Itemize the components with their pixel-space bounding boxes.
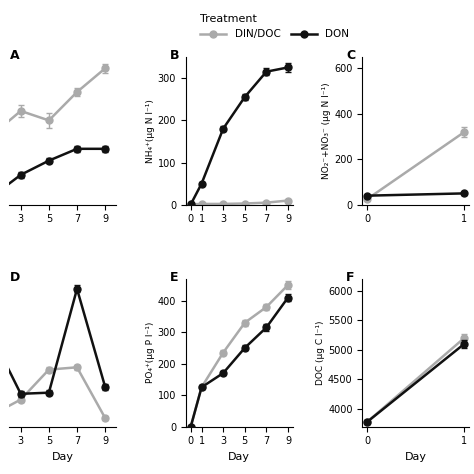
X-axis label: Day: Day xyxy=(52,452,74,462)
X-axis label: Day: Day xyxy=(228,452,250,462)
Text: A: A xyxy=(9,49,19,63)
Y-axis label: PO₄⁺(μg P l⁻¹): PO₄⁺(μg P l⁻¹) xyxy=(146,322,155,383)
Text: F: F xyxy=(346,271,355,284)
Text: D: D xyxy=(9,271,20,284)
X-axis label: Day: Day xyxy=(405,452,427,462)
Y-axis label: NO₂⁻+NO₃⁻ (μg N l⁻¹): NO₂⁻+NO₃⁻ (μg N l⁻¹) xyxy=(322,82,331,179)
Legend: DIN/DOC, DON: DIN/DOC, DON xyxy=(196,10,354,44)
Text: C: C xyxy=(346,49,356,63)
Text: B: B xyxy=(170,49,179,63)
Text: E: E xyxy=(170,271,178,284)
Y-axis label: DOC (μg C l⁻¹): DOC (μg C l⁻¹) xyxy=(316,320,325,385)
Y-axis label: NH₄⁺(μg N l⁻¹): NH₄⁺(μg N l⁻¹) xyxy=(146,99,155,163)
